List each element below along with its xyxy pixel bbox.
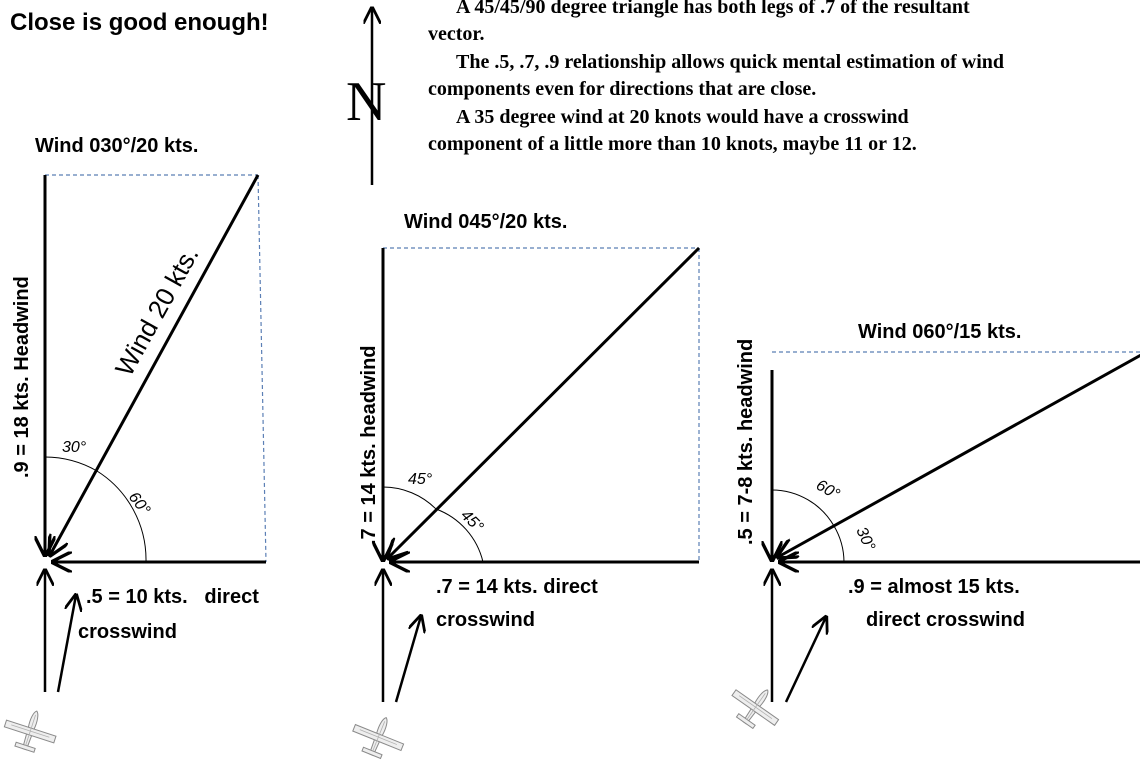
crosswind-label-1: .9 = almost 15 kts. xyxy=(848,576,1020,598)
wind-vector xyxy=(388,246,701,558)
crosswind-label-2: crosswind xyxy=(436,609,535,631)
angle-top-label: 30° xyxy=(62,439,87,456)
wind-vector xyxy=(50,174,260,555)
headwind-label: .7 = 14 kts. headwind xyxy=(358,345,380,545)
crosswind-label-1: .5 = 10 kts. direct xyxy=(86,586,259,608)
angle-arc-bottom xyxy=(96,470,147,563)
angle-arc-bottom xyxy=(435,508,484,563)
angle-bottom-label: 30° xyxy=(852,525,878,555)
angle-arc-top xyxy=(44,456,98,472)
crosswind-label-2: crosswind xyxy=(78,621,177,643)
note-line-2: vector. xyxy=(428,23,484,45)
angle-bottom-label: 60° xyxy=(125,489,154,519)
note-line-3: The .5, .7, .9 relationship allows quick… xyxy=(456,51,1004,73)
note-line-4: components even for directions that are … xyxy=(428,78,816,100)
wind-title: Wind 060°/15 kts. xyxy=(858,321,1021,343)
crosswind-label-1: .7 = 14 kts. direct xyxy=(436,576,598,598)
crosswind-label-2: direct crosswind xyxy=(866,609,1025,631)
north-arrow-icon: N xyxy=(346,8,386,185)
wind-title: Wind 045°/20 kts. xyxy=(404,211,567,233)
page-title: Close is good enough! xyxy=(10,9,269,36)
angle-arc-top xyxy=(771,489,835,527)
headwind-label: .9 = 18 kts. Headwind xyxy=(11,276,33,478)
headwind-label: .5 = 7-8 kts. headwind xyxy=(735,339,757,545)
airplane-icon xyxy=(0,702,63,758)
diagram-030: Wind 030°/20 kts. 30° 60° Wind 20 kts. .… xyxy=(0,135,267,758)
track-arrow xyxy=(784,617,826,703)
track-arrow xyxy=(394,616,421,703)
angle-top-label: 60° xyxy=(813,477,843,504)
north-label: N xyxy=(346,71,386,133)
diagram-060: Wind 060°/15 kts. 60° 30° .5 = 7-8 kts. … xyxy=(722,321,1140,739)
diagram-045: Wind 045°/20 kts. 45° 45° .7 = 14 kts. h… xyxy=(346,211,701,765)
wind-vector xyxy=(778,353,1140,557)
angle-arc-top xyxy=(382,486,437,510)
note-line-1: A 45/45/90 degree triangle has both legs… xyxy=(456,0,970,18)
note-line-6: component of a little more than 10 knots… xyxy=(428,133,917,155)
angle-top-label: 45° xyxy=(408,471,433,488)
wind-title: Wind 030°/20 kts. xyxy=(35,135,198,157)
airplane-icon xyxy=(346,707,411,765)
angle-bottom-label: 45° xyxy=(457,507,487,537)
note-line-5: A 35 degree wind at 20 knots would have … xyxy=(456,106,909,128)
angle-arc-bottom xyxy=(833,525,845,563)
track-arrow xyxy=(56,595,76,693)
airplane-icon xyxy=(722,674,790,739)
dashed-right xyxy=(257,174,267,563)
